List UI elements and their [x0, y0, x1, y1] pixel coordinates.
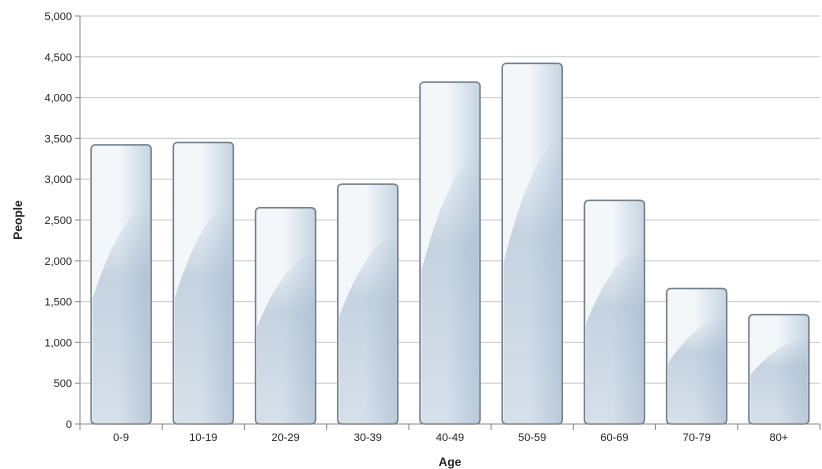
bar-group: [420, 82, 480, 424]
x-tick-label: 40-49: [436, 432, 464, 444]
bar-group: [173, 142, 233, 424]
y-tick-label: 1,500: [44, 297, 72, 309]
y-tick-label: 3,500: [44, 133, 72, 145]
y-tick-label: 500: [54, 378, 72, 390]
y-tick-label: 5,000: [44, 11, 72, 23]
x-tick-label: 70-79: [683, 432, 711, 444]
y-tick-label: 4,500: [44, 52, 72, 64]
bar-group: [584, 200, 644, 424]
x-tick-label: 60-69: [600, 432, 628, 444]
bar-group: [749, 315, 809, 424]
x-tick-label: 30-39: [354, 432, 382, 444]
x-tick-label: 50-59: [518, 432, 546, 444]
y-tick-label: 2,500: [44, 215, 72, 227]
bar-group: [502, 63, 562, 424]
bar-group: [91, 145, 151, 424]
x-tick-label: 0-9: [113, 432, 129, 444]
x-tick-label: 80+: [770, 432, 789, 444]
y-tick-label: 1,000: [44, 337, 72, 349]
x-tick-label: 20-29: [271, 432, 299, 444]
bars: [91, 63, 809, 424]
y-axis-title: People: [11, 200, 25, 240]
y-tick-label: 0: [66, 419, 72, 431]
bar-group: [256, 208, 316, 424]
bar-group: [667, 289, 727, 424]
y-tick-label: 4,000: [44, 93, 72, 105]
x-tick-label: 10-19: [189, 432, 217, 444]
x-axis-title: Age: [439, 455, 462, 469]
y-tick-label: 2,000: [44, 256, 72, 268]
bar-group: [338, 184, 398, 424]
y-tick-label: 3,000: [44, 174, 72, 186]
